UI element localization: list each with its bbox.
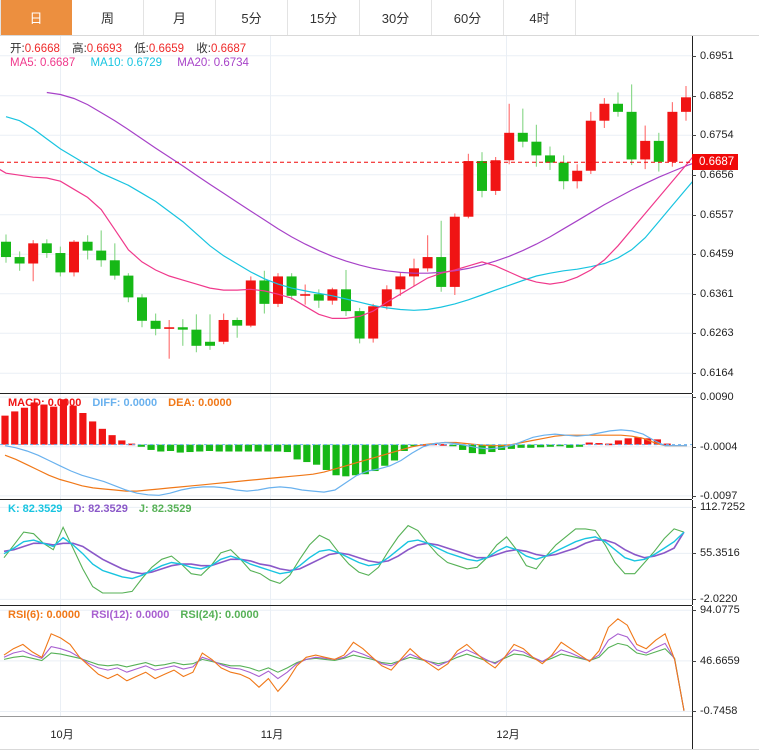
current-price-badge: 0.6687: [692, 154, 739, 171]
time-axis-label: 12月: [496, 729, 520, 741]
axis-tick-label: 112.7252: [700, 501, 746, 514]
tab-15min-label: 15分: [309, 11, 338, 26]
axis-tick-label: 94.0775: [700, 604, 740, 617]
ma-readout: MA5: 0.6687 MA10: 0.6729 MA20: 0.6734: [10, 57, 261, 69]
time-axis: 10月 11月 12月: [0, 716, 692, 750]
ma5-value: 0.6687: [40, 57, 76, 69]
axis-tick-label: 0.6951: [700, 49, 734, 62]
panel-divider-kdj: [0, 499, 692, 500]
kdj-panel: [0, 500, 692, 605]
axis-tick-label: 0.6754: [700, 129, 734, 142]
tab-60min-label: 60分: [453, 11, 482, 26]
tab-day-label: 日: [29, 11, 43, 26]
tab-4hour[interactable]: 4时: [504, 0, 576, 35]
panel-divider-rsi: [0, 605, 692, 606]
axis-tick-label: -0.0097: [700, 489, 738, 502]
ma10-value: 0.6729: [126, 57, 163, 69]
axis-tick-label: 0.6459: [700, 248, 734, 261]
period-tabbar: 日 周 月 5分 15分 30分 60分 4时: [0, 0, 759, 36]
kdj-plot[interactable]: [0, 500, 692, 605]
rsi-y-axis: 94.0775 46.6659 -0.7458: [692, 604, 759, 718]
axis-tick-label: -0.0004: [700, 440, 738, 453]
axis-tick-label: -0.7458: [700, 705, 738, 718]
ma20-value: 0.6734: [213, 57, 249, 69]
tab-5min[interactable]: 5分: [216, 0, 288, 35]
tab-month[interactable]: 月: [144, 0, 216, 35]
axis-tick-label: 55.3516: [700, 547, 740, 560]
rsi-panel: [0, 606, 692, 716]
ma5-label: MA5:: [10, 57, 37, 69]
tab-30min-label: 30分: [381, 11, 410, 26]
axis-tick-label: 0.6852: [700, 89, 734, 102]
tab-week-label: 周: [100, 11, 114, 26]
ohlc-close-label: 收:: [196, 43, 211, 55]
tabbar-filler: [576, 0, 759, 35]
axis-tick-label: -2.0220: [700, 593, 738, 606]
time-axis-label: 11月: [260, 729, 284, 741]
macd-panel: [0, 394, 692, 499]
axis-tick-label: 0.0090: [700, 391, 734, 404]
macd-y-axis: 0.0090 -0.0004 -0.0097: [692, 391, 759, 502]
ohlc-open-label: 开:: [10, 43, 25, 55]
tab-day[interactable]: 日: [0, 0, 72, 35]
price-panel: [0, 36, 692, 393]
tab-month-label: 月: [172, 11, 186, 26]
axis-tick-label: 46.6659: [700, 654, 740, 667]
macd-plot[interactable]: [0, 394, 692, 499]
tab-week[interactable]: 周: [72, 0, 144, 35]
axis-tick-label: 0.6361: [700, 287, 734, 300]
ohlc-low-label: 低:: [134, 43, 149, 55]
kdj-y-axis: 112.7252 55.3516 -2.0220: [692, 500, 759, 605]
axis-tick-label: 0.6263: [700, 327, 734, 340]
axis-tick-label: 0.6656: [700, 168, 734, 181]
ohlc-close-value: 0.6687: [210, 43, 247, 55]
ma20-label: MA20:: [177, 57, 211, 69]
price-y-axis: 0.6951 0.6852 0.6754 0.6656 0.6557 0.6459 0.63…: [692, 36, 759, 393]
ohlc-high-label: 高:: [72, 43, 87, 55]
tab-60min[interactable]: 60分: [432, 0, 504, 35]
rsi-plot[interactable]: [0, 606, 692, 716]
time-axis-label: 10月: [50, 729, 74, 741]
ma10-label: MA10:: [90, 57, 124, 69]
tab-5min-label: 5分: [241, 11, 262, 26]
time-axis-right-pad: [692, 716, 759, 750]
ohlc-readout: 开:0.6668 高:0.6693 低:0.6659 收:0.6687: [10, 40, 255, 56]
axis-tick-label: 0.6557: [700, 208, 734, 221]
panel-divider-macd: [0, 393, 692, 394]
tab-15min[interactable]: 15分: [288, 0, 360, 35]
axis-tick-label: 0.6164: [700, 367, 734, 380]
price-plot[interactable]: [0, 36, 692, 393]
tab-30min[interactable]: 30分: [360, 0, 432, 35]
ohlc-low-value: 0.6659: [148, 43, 185, 55]
ohlc-high-value: 0.6693: [86, 43, 122, 55]
ohlc-open-value: 0.6668: [24, 43, 60, 55]
tab-4hour-label: 4时: [529, 11, 550, 26]
